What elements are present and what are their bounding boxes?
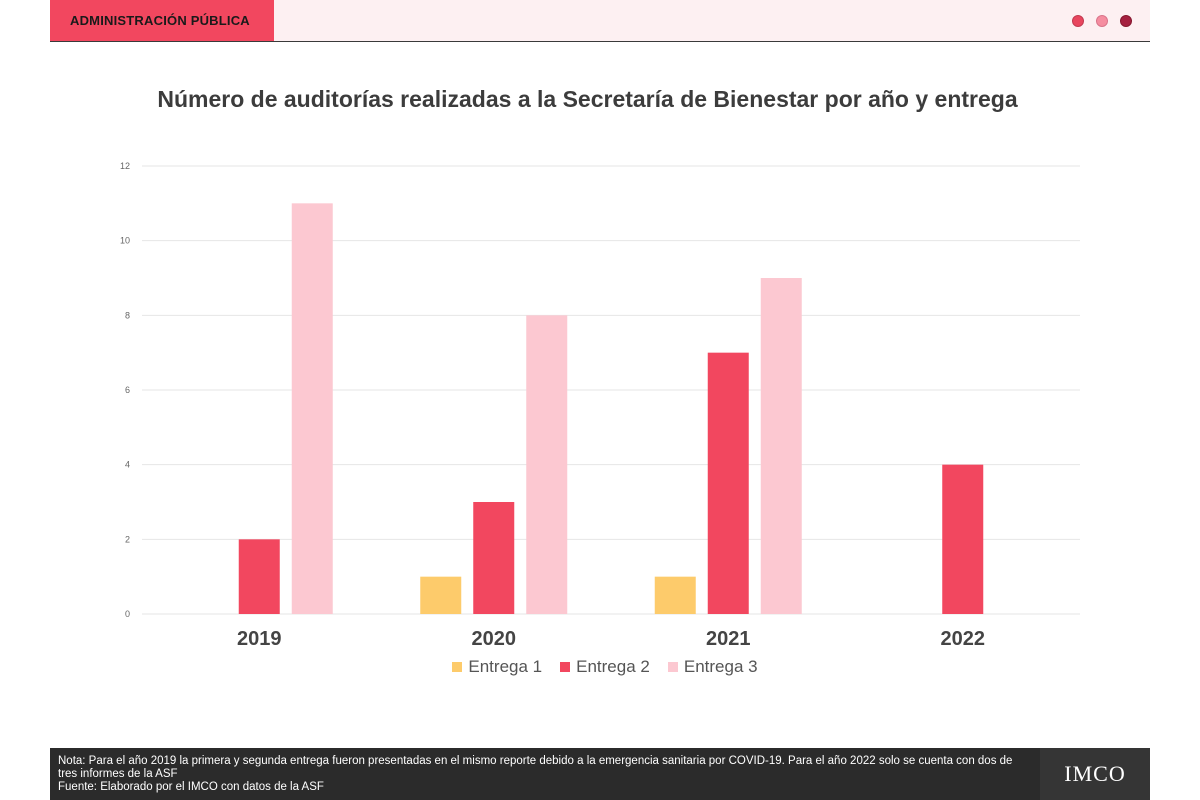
bar-entrega-3-2019 xyxy=(291,203,333,615)
bar-chart: 0 2 4 6 8 10 12 2019 2020 2021 2022 xyxy=(120,161,1080,650)
bar-entrega-1-2021 xyxy=(654,576,696,614)
bar-entrega-1-2020 xyxy=(420,576,462,614)
legend-swatch xyxy=(560,662,571,672)
x-tick-label: 2019 xyxy=(237,628,282,650)
y-tick-label: 8 xyxy=(125,310,130,320)
y-tick-label: 6 xyxy=(125,385,130,395)
chart-legend: Entrega 1 Entrega 2 Entrega 3 xyxy=(0,657,1200,677)
legend-item: Entrega 1 xyxy=(452,657,542,677)
imco-logo: IMCO xyxy=(1040,748,1150,800)
legend-swatch xyxy=(452,662,463,672)
legend-label: Entrega 2 xyxy=(576,657,650,676)
y-tick-label: 0 xyxy=(125,609,130,619)
legend-item: Entrega 3 xyxy=(667,657,758,677)
legend-label: Entrega 3 xyxy=(683,657,758,676)
y-tick-label: 4 xyxy=(125,460,130,470)
dot-icon-3 xyxy=(1120,15,1132,27)
imco-logo-text: IMCO xyxy=(1064,761,1126,786)
bar-entrega-2-2022 xyxy=(942,464,984,614)
footer-note: Nota: Para el año 2019 la primera y segu… xyxy=(58,755,1013,780)
bar-entrega-2-2019 xyxy=(238,539,280,614)
footer-source: Fuente: Elaborado por el IMCO con datos … xyxy=(58,781,324,793)
x-tick-label: 2020 xyxy=(472,628,517,650)
section-tag: ADMINISTRACIÓN PÚBLICA xyxy=(50,0,274,41)
footer-note-box: Nota: Para el año 2019 la primera y segu… xyxy=(50,748,1040,800)
bar-entrega-3-2021 xyxy=(760,278,802,614)
chart-title: Número de auditorías realizadas a la Sec… xyxy=(157,86,1018,112)
bar-entrega-2-2021 xyxy=(707,352,749,614)
y-tick-label: 12 xyxy=(120,161,130,171)
y-tick-label: 2 xyxy=(125,534,130,544)
y-tick-label: 10 xyxy=(120,236,130,246)
window-dots xyxy=(1072,15,1132,27)
legend-label: Entrega 1 xyxy=(468,657,543,676)
dot-icon-2 xyxy=(1096,15,1108,27)
bar-entrega-2-2020 xyxy=(473,502,515,614)
top-bar: ADMINISTRACIÓN PÚBLICA xyxy=(50,0,1150,42)
x-tick-label: 2022 xyxy=(941,628,986,650)
dot-icon-1 xyxy=(1072,15,1084,27)
legend-swatch xyxy=(667,662,678,672)
legend-item: Entrega 2 xyxy=(560,657,650,677)
bar-entrega-3-2020 xyxy=(526,315,568,614)
x-tick-label: 2021 xyxy=(706,628,751,650)
